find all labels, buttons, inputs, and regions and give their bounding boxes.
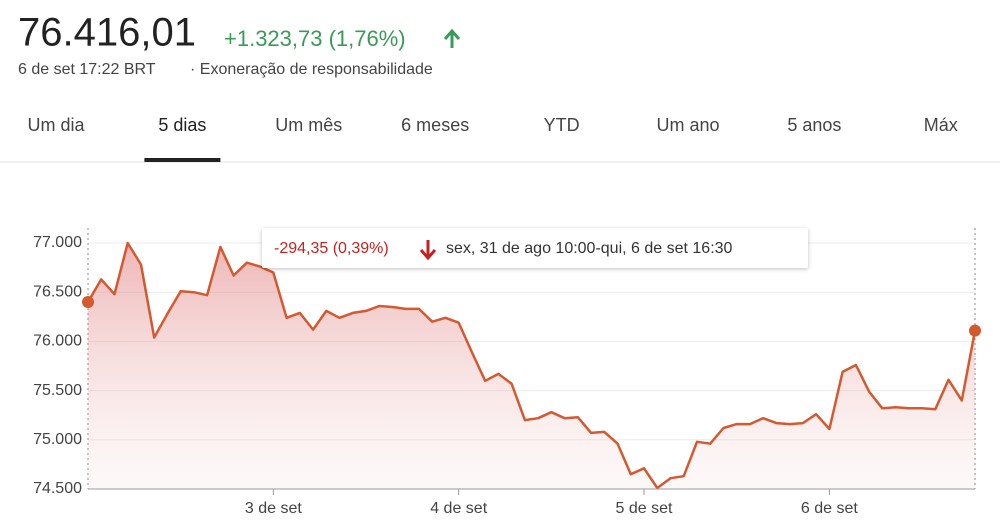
start-point (82, 296, 94, 309)
y-tick-label: 76.500 (33, 283, 82, 300)
tab[interactable]: 5 dias (158, 115, 206, 135)
tab[interactable]: YTD (544, 115, 580, 135)
y-tick-label: 76.000 (33, 333, 82, 350)
price-change: +1.323,73 (1,76%) (224, 26, 406, 51)
down-arrow (419, 240, 437, 261)
y-tick-label: 74.500 (33, 480, 82, 497)
tab-underline (144, 158, 221, 162)
tab[interactable]: Um dia (27, 115, 85, 135)
area-fill (88, 243, 975, 489)
timestamp: 6 de set 17:22 BRT (18, 61, 156, 78)
disclaimer[interactable]: · Exoneração de responsabilidade (190, 61, 433, 78)
tooltip-change: -294,35 (0,39%) (274, 240, 389, 257)
end-point (969, 324, 981, 337)
x-tick-label: 3 de set (245, 500, 302, 517)
price: 76.416,01 (18, 11, 196, 55)
y-tick-label: 77.000 (33, 234, 82, 251)
tooltip-box (262, 228, 808, 268)
tab[interactable]: Um ano (656, 115, 719, 135)
tooltip: -294,35 (0,39%) sex, 31 de ago 10:00-qui… (262, 228, 808, 268)
x-tick-label: 4 de set (430, 500, 487, 517)
tab-bar: Um dia 5 dias Um mês 6 meses YTD Um ano 5 anos… (27, 115, 958, 162)
tab[interactable]: 6 meses (401, 115, 469, 135)
tooltip-range: sex, 31 de ago 10:00-qui, 6 de set 16:30 (446, 240, 733, 257)
price-line (86, 241, 977, 490)
tab[interactable]: Máx (924, 115, 958, 135)
up-arrow (443, 28, 461, 48)
tab[interactable]: Um mês (275, 115, 342, 135)
x-tick-label: 5 de set (616, 500, 673, 517)
y-tick-label: 75.500 (33, 382, 82, 399)
y-tick-label: 75.000 (33, 431, 82, 448)
x-tick-label: 6 de set (801, 500, 858, 517)
tab[interactable]: 5 anos (787, 115, 841, 135)
chart: 74.500 75.000 75.500 76.000 76.500 77.000 3 de… (33, 228, 981, 517)
